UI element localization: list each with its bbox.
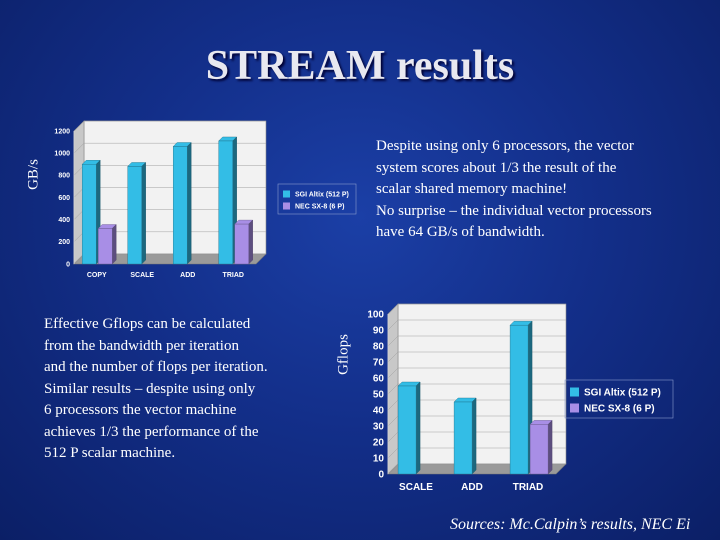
gflops-chart: 0 10 20 30 40 50 60 70 80 90 100 SCALE ADD TRIAD SGI A…: [367, 303, 674, 493]
chart1-x-tick-label: TRIAD: [223, 272, 244, 279]
chart2-y-tick-label: 70: [373, 357, 385, 368]
chart1-y-tick-label: 0: [66, 261, 70, 268]
chart2-y-tick-label: 90: [373, 325, 385, 336]
chart2-bar-side: [415, 381, 421, 475]
chart1-legend-swatch: [283, 202, 290, 210]
chart1-x-tick-label: ADD: [180, 272, 195, 279]
chart1-bar-triad-series2: [234, 223, 249, 265]
chart2-y-tick-label: 100: [367, 309, 384, 320]
chart2-legend-box: [564, 379, 674, 419]
paragraph-bottom-line: 512 P scalar machine.: [44, 445, 176, 461]
chart2-bar-triad-series1: [509, 325, 529, 475]
chart2-legend-swatch: [570, 387, 579, 397]
chart1-bar-side: [186, 142, 192, 265]
chart1-bar-add-series1: [172, 146, 188, 265]
chart2-y-tick-label: 40: [373, 405, 385, 416]
chart1-legend-box: [277, 183, 357, 215]
chart2-y-tick-label: 30: [373, 421, 385, 432]
chart2-y-tick-label: 10: [373, 453, 385, 464]
chart1-y-tick-label: 200: [58, 239, 70, 246]
chart1-bar-copy-series1: [81, 164, 97, 265]
chart1-y-tick-label: 1000: [54, 151, 70, 158]
chart1-x-tick-label: SCALE: [130, 272, 154, 279]
chart2-y-tick-label: 80: [373, 341, 385, 352]
chart2-y-tick-label: 50: [373, 389, 385, 400]
chart1-bar-side: [141, 161, 146, 265]
chart2-gridline: [387, 319, 566, 331]
chart2-bar-scale-series1: [397, 385, 417, 475]
paragraph-bottom-line: 6 processors the vector machine: [44, 402, 237, 418]
slide-title: STREAM results: [205, 43, 515, 89]
paragraph-top-line: system scores about 1/3 the result of th…: [376, 159, 617, 176]
chart1-bar-scale-series1: [127, 166, 142, 265]
chart2-y-tick-label: 0: [378, 469, 384, 480]
paragraph-bottom-line: Similar results – despite using only: [44, 380, 256, 397]
chart2-y-axis-label: Gflops: [335, 334, 352, 375]
chart2-y-tick-label: 20: [373, 437, 385, 448]
paragraph-top: Despite using only 6 processors, the vec…: [376, 136, 716, 244]
chart2-legend-label: NEC SX-8 (6 P): [584, 403, 655, 414]
chart1-gridline: [73, 142, 266, 154]
paragraph-top-line: No surprise – the individual vector proc…: [376, 202, 652, 219]
chart1-y-tick-label: 1200: [54, 128, 70, 135]
chart2-x-tick-label: ADD: [461, 482, 483, 493]
chart1-bar-copy-series2: [97, 228, 113, 265]
chart2-bar-triad-series2: [529, 424, 549, 475]
sources-note: Sources: Mc.Calpin’s results, NEC Ei: [450, 516, 691, 533]
chart1-y-tick-label: 600: [58, 195, 70, 202]
bandwidth-chart: 0 200 400 600 800 1000 1200 COPY SCALE ADD TRIAD SG…: [54, 120, 357, 279]
chart1-bar-triad-series1: [218, 140, 233, 265]
chart1-x-tick-label: COPY: [87, 272, 107, 279]
paragraph-bottom-line: from the bandwidth per iteration: [44, 337, 239, 354]
paragraph-bottom-line: achieves 1/3 the performance of the: [44, 423, 259, 440]
chart1-y-tick-label: 400: [58, 217, 70, 224]
paragraph-bottom: Effective Gflops can be calculated from …: [44, 314, 316, 465]
paragraph-top-line: scalar shared memory machine!: [376, 181, 568, 197]
chart2-bar-side: [547, 419, 553, 475]
chart1-gridline: [73, 120, 266, 132]
chart2-bar-add-series1: [453, 401, 473, 475]
chart2-legend-label: SGI Altix (512 P): [584, 387, 661, 398]
chart1-legend-swatch: [283, 190, 290, 198]
chart2-y-tick-label: 60: [373, 373, 385, 384]
paragraph-top-line: Despite using only 6 processors, the vec…: [376, 138, 634, 154]
chart2-x-tick-label: TRIAD: [513, 482, 544, 493]
chart2-x-tick-label: SCALE: [399, 482, 433, 493]
chart1-bar-side: [111, 224, 117, 265]
paragraph-bottom-line: Effective Gflops can be calculated: [44, 316, 251, 332]
chart1-bar-side: [248, 219, 253, 265]
chart2-bar-side: [471, 397, 477, 475]
chart1-y-tick-label: 800: [58, 173, 70, 180]
chart1-legend-label: SGI Altix (512 P): [295, 191, 349, 198]
paragraph-bottom-line: and the number of flops per iteration.: [44, 359, 268, 375]
chart1-legend-label: NEC SX-8 (6 P): [295, 203, 344, 210]
paragraph-top-line: have 64 GB/s of bandwidth.: [376, 224, 545, 240]
chart2-gridline: [387, 303, 566, 315]
chart2-legend-swatch: [570, 403, 579, 413]
